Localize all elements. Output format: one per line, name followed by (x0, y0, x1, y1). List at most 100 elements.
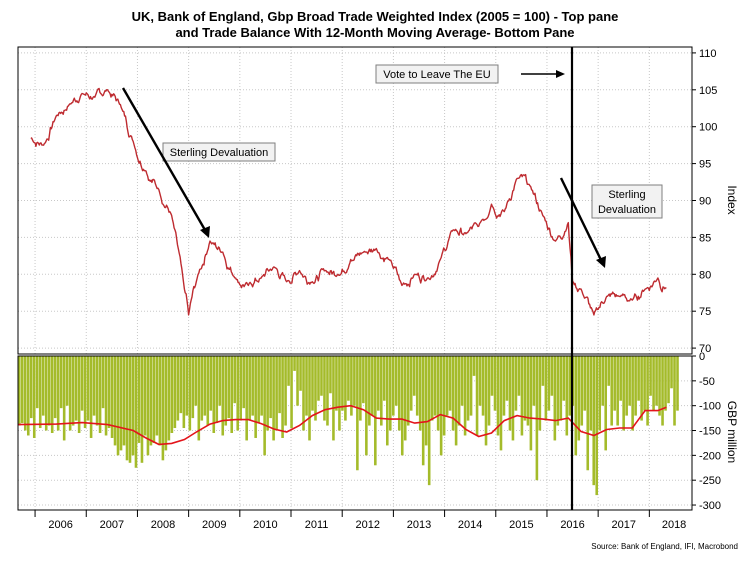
trade-balance-bar (251, 356, 254, 416)
trade-balance-bar (290, 356, 293, 429)
trade-balance-bar (32, 356, 36, 438)
trade-balance-bar (667, 356, 670, 404)
trade-balance-bar (161, 356, 165, 461)
trade-balance-bar (368, 356, 371, 426)
trade-balance-bar (23, 356, 27, 431)
trade-balance-bar (200, 356, 204, 421)
trade-balance-bar (233, 356, 236, 404)
x-tick-label: 2015 (509, 519, 533, 531)
annotation-devaluation-1-arrowhead (200, 226, 210, 238)
annotation-devaluation-2-text-line2: Devaluation (598, 204, 656, 216)
x-tick-label: 2012 (356, 519, 380, 531)
trade-balance-bar (308, 356, 311, 441)
trade-balance-bar (520, 356, 524, 436)
trade-balance-bar (338, 356, 341, 431)
bottom-y-tick-label: -200 (699, 450, 721, 462)
trade-balance-bar (415, 356, 419, 416)
trade-balance-bar (595, 356, 599, 496)
trade-balance-bar (179, 356, 183, 414)
trade-balance-bar (643, 356, 646, 411)
trade-balance-bar (454, 356, 458, 446)
trade-balance-bar (18, 356, 21, 426)
x-tick-label: 2007 (100, 519, 124, 531)
trade-balance-bar (140, 356, 144, 463)
trade-balance-bar (362, 356, 365, 404)
trade-balance-bar (610, 356, 613, 426)
trade-balance-bar (314, 356, 317, 421)
trade-balance-bar (236, 356, 239, 431)
trade-balance-bar (365, 356, 368, 456)
source-note: Source: Bank of England, IFI, Macrobond (591, 542, 738, 551)
trade-balance-bar (433, 356, 437, 416)
x-tick-label: 2014 (458, 519, 482, 531)
trade-balance-bar (347, 356, 350, 401)
trade-balance-bar (628, 356, 631, 406)
trade-balance-bar (248, 356, 251, 421)
trade-balance-bar (359, 356, 362, 421)
trade-balance-bar (311, 356, 314, 411)
trade-balance-bar (451, 356, 455, 431)
trade-balance-bar (380, 356, 383, 426)
trade-balance-bar (562, 356, 566, 401)
trade-balance-bar (278, 356, 281, 414)
trade-balance-bar (604, 356, 607, 451)
trade-balance-bar (191, 356, 195, 419)
trade-balance-bar (586, 356, 590, 471)
trade-balance-bar (146, 356, 150, 456)
trade-balance-bar (80, 356, 84, 411)
trade-balance-bar (406, 356, 410, 426)
trade-balance-bar (164, 356, 168, 451)
trade-balance-bar (487, 356, 491, 426)
trade-balance-bar (143, 356, 147, 436)
trade-balance-bar (598, 356, 602, 431)
trade-balance-bar (317, 356, 320, 401)
trade-balance-bar (41, 356, 45, 416)
trade-balance-bar (613, 356, 616, 411)
trade-balance-bar (386, 356, 389, 446)
trade-balance-bar (113, 356, 117, 446)
trade-balance-bar (158, 356, 162, 446)
trade-balance-bar (505, 356, 509, 401)
trade-balance-bar (335, 356, 338, 411)
trade-balance-bar (173, 356, 177, 429)
trade-balance-bar (224, 356, 228, 426)
top-y-tick-label: 80 (699, 269, 711, 281)
trade-balance-bar (149, 356, 153, 446)
trade-balance-bar (622, 356, 625, 431)
trade-balance-bar (448, 356, 452, 411)
trade-balance-bar (104, 356, 108, 436)
trade-balance-bar (523, 356, 527, 421)
trade-balance-bar (128, 356, 132, 463)
top-y-tick-label: 70 (699, 343, 711, 355)
trade-balance-bar (269, 356, 272, 419)
annotation-devaluation-1: Sterling Devaluation (121, 87, 276, 238)
trade-balance-bar (664, 356, 667, 411)
trade-balance-bar (532, 356, 536, 406)
trade-balance-bar (430, 356, 434, 421)
top-y-tick-label: 90 (699, 196, 711, 208)
trade-balance-bar (583, 356, 587, 411)
trade-balance-bar (68, 356, 72, 431)
trade-balance-bar (388, 356, 392, 431)
annotation-devaluation-1-arrow (121, 87, 207, 231)
trade-balance-bar (275, 356, 278, 431)
trade-balance-bar (74, 356, 78, 421)
top-y-tick-label: 75 (699, 306, 711, 318)
trade-balance-bar (403, 356, 407, 441)
trade-balance-bar (383, 356, 386, 401)
trade-balance-bar (538, 356, 542, 431)
trade-balance-bar (302, 356, 305, 431)
trade-balance-bar (86, 356, 90, 421)
trade-balance-bar (377, 356, 380, 411)
trade-balance-bar (221, 356, 225, 436)
trade-balance-bar (490, 356, 494, 396)
bottom-y-tick-label: -50 (699, 376, 715, 388)
trade-balance-bar (59, 356, 63, 409)
trade-balance-bar (631, 356, 634, 431)
bottom-y-axis: 0 -50 -100 -150 -200 -250 -300 (692, 351, 721, 512)
top-y-tick-label: 95 (699, 159, 711, 171)
trade-balance-bar (655, 356, 658, 406)
trade-balance-bar (424, 356, 428, 446)
trade-balance-bar (421, 356, 425, 466)
